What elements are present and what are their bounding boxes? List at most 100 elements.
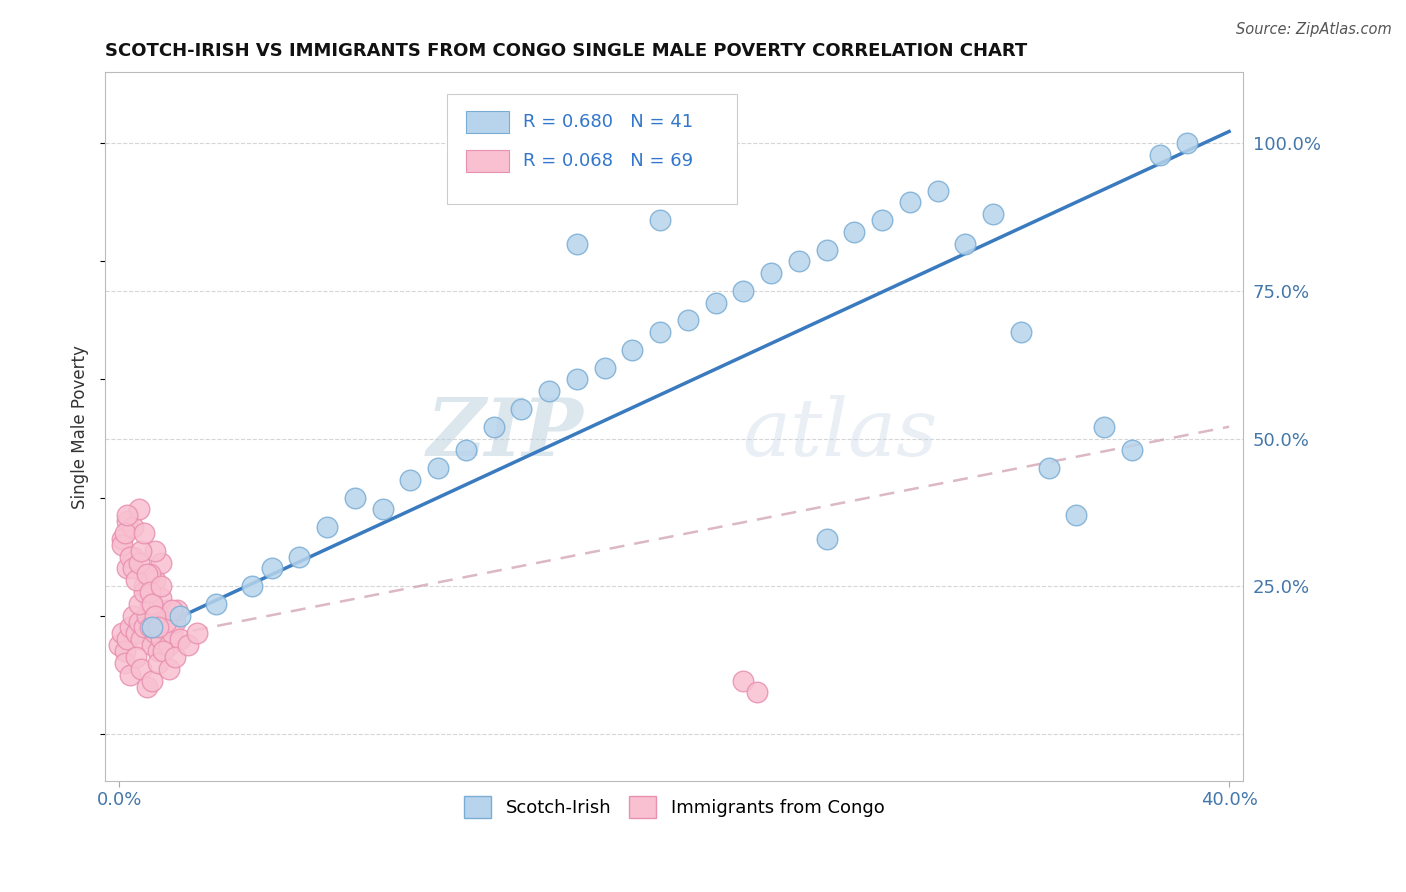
Point xyxy=(343,491,366,505)
Point xyxy=(166,603,188,617)
Point xyxy=(141,597,163,611)
Text: atlas: atlas xyxy=(742,395,938,473)
Point xyxy=(146,620,169,634)
Point xyxy=(676,313,699,327)
Point xyxy=(621,343,644,357)
Point xyxy=(155,615,177,629)
Point xyxy=(138,620,160,634)
Point xyxy=(135,680,157,694)
Point xyxy=(844,225,866,239)
Point xyxy=(125,650,148,665)
Point xyxy=(141,620,163,634)
Point xyxy=(132,620,155,634)
Point xyxy=(565,372,588,386)
Point xyxy=(288,549,311,564)
Point xyxy=(132,585,155,599)
Point xyxy=(510,402,533,417)
Point xyxy=(149,556,172,570)
Point xyxy=(815,243,838,257)
Point xyxy=(761,266,783,280)
Point xyxy=(117,561,139,575)
Point xyxy=(1177,136,1199,151)
Point xyxy=(160,626,183,640)
Point xyxy=(399,473,422,487)
Point xyxy=(129,662,152,676)
Point xyxy=(870,213,893,227)
Point xyxy=(149,632,172,647)
Point xyxy=(128,597,150,611)
Point xyxy=(169,608,191,623)
Point xyxy=(122,561,145,575)
Point xyxy=(163,615,186,629)
Point xyxy=(565,236,588,251)
Point xyxy=(120,620,142,634)
Point xyxy=(815,532,838,546)
Point xyxy=(260,561,283,575)
Point xyxy=(177,638,200,652)
Point xyxy=(117,514,139,528)
Point xyxy=(108,638,131,652)
Point xyxy=(114,526,136,541)
Point xyxy=(132,526,155,541)
Point xyxy=(141,638,163,652)
Point xyxy=(125,626,148,640)
Text: ZIP: ZIP xyxy=(426,395,583,473)
Point xyxy=(129,632,152,647)
Point xyxy=(1121,443,1143,458)
Point xyxy=(114,656,136,670)
Legend: Scotch-Irish, Immigrants from Congo: Scotch-Irish, Immigrants from Congo xyxy=(457,789,891,825)
Point xyxy=(704,295,727,310)
Point xyxy=(128,615,150,629)
Point xyxy=(538,384,561,399)
Point xyxy=(143,543,166,558)
Point xyxy=(128,556,150,570)
Point xyxy=(898,195,921,210)
Point xyxy=(117,632,139,647)
Point xyxy=(160,603,183,617)
Point xyxy=(169,632,191,647)
Point xyxy=(120,549,142,564)
Point xyxy=(117,508,139,523)
Point xyxy=(125,573,148,587)
Point xyxy=(747,685,769,699)
Point xyxy=(132,579,155,593)
Point xyxy=(733,284,755,298)
Point xyxy=(120,667,142,681)
Point xyxy=(787,254,810,268)
Point xyxy=(111,532,134,546)
Text: R = 0.068   N = 69: R = 0.068 N = 69 xyxy=(523,152,693,170)
Text: Source: ZipAtlas.com: Source: ZipAtlas.com xyxy=(1236,22,1392,37)
Point xyxy=(143,573,166,587)
Bar xyxy=(465,112,509,133)
Point xyxy=(454,443,477,458)
Point xyxy=(593,360,616,375)
Text: R = 0.680   N = 41: R = 0.680 N = 41 xyxy=(523,113,693,131)
Point xyxy=(114,644,136,658)
Point xyxy=(149,579,172,593)
Point xyxy=(157,638,180,652)
Y-axis label: Single Male Poverty: Single Male Poverty xyxy=(72,345,89,508)
Point xyxy=(427,461,450,475)
FancyBboxPatch shape xyxy=(447,94,737,203)
Point xyxy=(138,597,160,611)
Point xyxy=(152,620,174,634)
Point xyxy=(129,543,152,558)
Point xyxy=(111,538,134,552)
Point xyxy=(149,591,172,605)
Point xyxy=(650,213,672,227)
Point xyxy=(138,567,160,582)
Point xyxy=(733,673,755,688)
Point xyxy=(157,662,180,676)
Point xyxy=(240,579,263,593)
Point xyxy=(1149,148,1171,162)
Point xyxy=(1092,419,1115,434)
Point xyxy=(143,608,166,623)
Point xyxy=(650,325,672,339)
Point xyxy=(163,650,186,665)
Point xyxy=(955,236,977,251)
Point xyxy=(146,644,169,658)
Point xyxy=(482,419,505,434)
Point xyxy=(155,603,177,617)
Point xyxy=(927,184,949,198)
Point xyxy=(135,567,157,582)
